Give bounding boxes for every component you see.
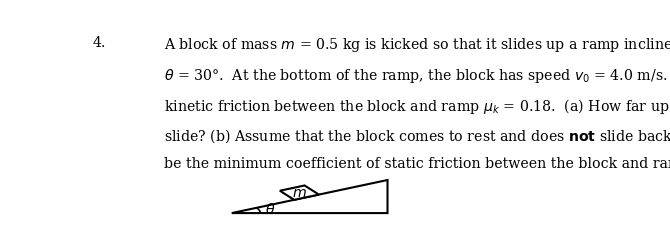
Text: 4.: 4. [93,36,107,50]
Text: kinetic friction between the block and ramp $\mu_k$ = 0.18.  (a) How far up the : kinetic friction between the block and r… [164,97,670,116]
Text: be the minimum coefficient of static friction between the block and ramp?: be the minimum coefficient of static fri… [164,157,670,171]
Text: $\theta$: $\theta$ [265,202,275,217]
Text: slide? (b) Assume that the block comes to rest and does $\mathbf{not}$ slide bac: slide? (b) Assume that the block comes t… [164,127,670,146]
Text: $m$: $m$ [292,186,307,200]
Text: A block of mass $m$ = 0.5 kg is kicked so that it slides up a ramp inclined at a: A block of mass $m$ = 0.5 kg is kicked s… [164,36,670,55]
Polygon shape [280,186,319,200]
Text: $\theta$ = 30°.  At the bottom of the ramp, the block has speed $v_0$ = 4.0 m/s.: $\theta$ = 30°. At the bottom of the ram… [164,67,670,85]
